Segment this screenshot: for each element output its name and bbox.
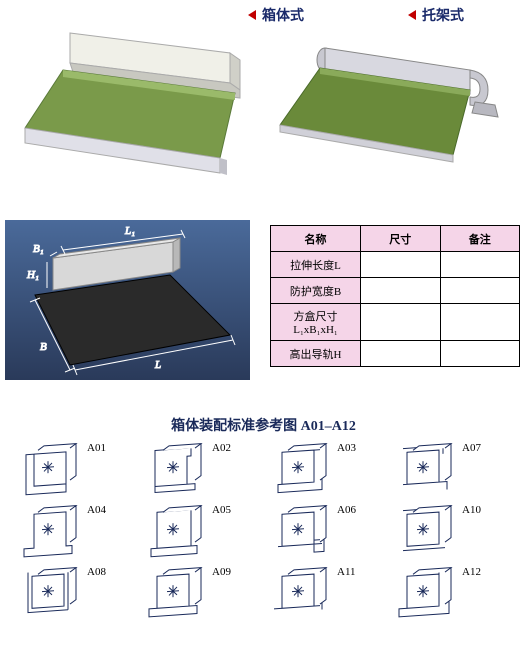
config-item-A12: A12 [390, 564, 515, 626]
config-box-icon [15, 443, 85, 499]
box-type-illustration [15, 28, 245, 188]
config-item-A06: A06 [265, 502, 390, 564]
config-code: A09 [212, 566, 231, 578]
config-item-A09: A09 [140, 564, 265, 626]
dimension-diagram: B L L₁ B₁ H₁ [5, 220, 250, 380]
table-row: 方盒尺寸L₁xB₁xH₁ [271, 304, 520, 341]
config-box-icon [140, 443, 210, 499]
config-grid: A01 A02 A03 A07 A04 A05 A06 [15, 440, 515, 626]
config-box-icon [265, 443, 335, 499]
config-code: A11 [337, 566, 356, 578]
dim-L1: L₁ [124, 225, 135, 237]
config-item-A03: A03 [265, 440, 390, 502]
config-item-A02: A02 [140, 440, 265, 502]
product-illustrations [0, 0, 527, 200]
config-code: A03 [337, 442, 356, 454]
config-item-A10: A10 [390, 502, 515, 564]
config-box-icon [265, 505, 335, 561]
config-item-A05: A05 [140, 502, 265, 564]
cell [440, 304, 520, 341]
cell [440, 252, 520, 278]
config-box-icon [15, 567, 85, 623]
dim-H1: H₁ [26, 269, 39, 281]
config-code: A02 [212, 442, 231, 454]
table-header-row: 名称 尺寸 备注 [271, 226, 520, 252]
table-row: 拉伸长度L [271, 252, 520, 278]
config-item-A04: A04 [15, 502, 140, 564]
config-item-A08: A08 [15, 564, 140, 626]
dim-B1: B₁ [33, 243, 44, 255]
spec-table: 名称 尺寸 备注 拉伸长度L 防护宽度B 方盒尺寸L₁xB₁xH₁ 高出导轨H [270, 225, 520, 367]
table-row: 高出导轨H [271, 341, 520, 367]
th-name: 名称 [271, 226, 361, 252]
config-box-icon [390, 443, 460, 499]
cell [361, 304, 441, 341]
config-box-icon [390, 505, 460, 561]
config-code: A01 [87, 442, 106, 454]
config-code: A10 [462, 504, 481, 516]
config-code: A07 [462, 442, 481, 454]
config-box-icon [140, 567, 210, 623]
config-box-icon [390, 567, 460, 623]
cell [361, 252, 441, 278]
cell: 拉伸长度L [271, 252, 361, 278]
cell [361, 278, 441, 304]
cell [361, 341, 441, 367]
config-section-title: 箱体装配标准参考图 A01–A12 [0, 415, 527, 435]
config-item-A01: A01 [15, 440, 140, 502]
config-code: A06 [337, 504, 356, 516]
bracket-type-illustration [275, 40, 510, 175]
config-box-icon [265, 567, 335, 623]
config-box-icon [15, 505, 85, 561]
config-item-A11: A11 [265, 564, 390, 626]
config-item-A07: A07 [390, 440, 515, 502]
th-note: 备注 [440, 226, 520, 252]
cell: 防护宽度B [271, 278, 361, 304]
th-size: 尺寸 [361, 226, 441, 252]
dim-L: L [154, 359, 161, 371]
dim-B: B [40, 341, 47, 353]
config-code: A05 [212, 504, 231, 516]
table-row: 防护宽度B [271, 278, 520, 304]
config-code: A04 [87, 504, 106, 516]
cell: 高出导轨H [271, 341, 361, 367]
cell [440, 341, 520, 367]
config-code: A08 [87, 566, 106, 578]
cell [440, 278, 520, 304]
config-code: A12 [462, 566, 481, 578]
config-box-icon [140, 505, 210, 561]
cell: 方盒尺寸L₁xB₁xH₁ [271, 304, 361, 341]
